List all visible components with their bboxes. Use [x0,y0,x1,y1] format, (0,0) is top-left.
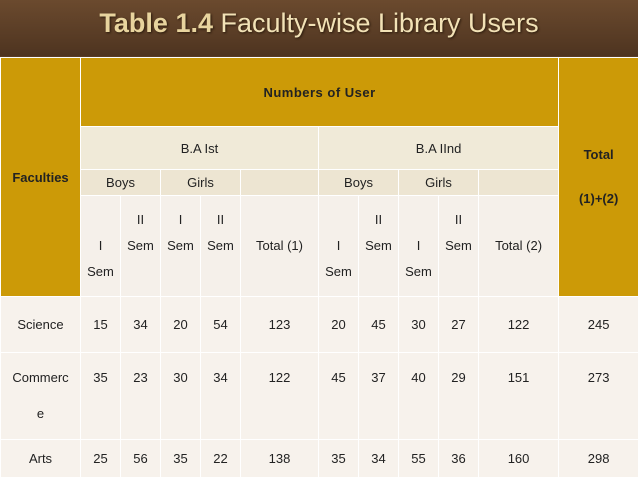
ba-second-year-header: B.A IInd [317,126,560,170]
value-cell: 45 [318,352,359,440]
slide-title: Table 1.4 Faculty-wise Library Users [0,8,638,39]
ba2-boys-sem2: II Sem [358,195,399,297]
value-cell: 30 [160,352,201,440]
total1-cell: 123 [240,296,319,353]
value-cell: 27 [438,296,479,353]
total1-header: Total (1) [240,195,319,297]
value-cell: 37 [358,352,399,440]
ba2-blank-header [477,169,560,196]
value-cell: 54 [200,296,241,353]
value-cell: 56 [120,439,161,478]
ba2-boys-sem1: I Sem [318,195,359,297]
value-cell: 35 [160,439,201,478]
total2-cell: 122 [477,296,560,353]
library-users-table: Faculties Numbers of User Total (1)+(2) … [0,57,638,478]
value-cell: 34 [120,296,161,353]
value-cell: 34 [358,439,399,478]
value-cell: 30 [398,296,439,353]
ba1-girls-header: Girls [160,169,241,196]
value-cell: 22 [200,439,241,478]
value-cell: 45 [358,296,399,353]
table-row: Arts 25 56 35 22 138 35 34 55 36 160 298 [0,439,638,478]
total1-cell: 138 [240,439,319,478]
ba-first-year-header: B.A Ist [80,126,319,170]
value-cell: 23 [120,352,161,440]
ba2-girls-sem2: II Sem [438,195,479,297]
ba1-boys-header: Boys [80,169,161,196]
ba1-blank-header [240,169,319,196]
table-row: Commerc e 35 23 30 34 122 45 37 40 29 15… [0,352,638,440]
faculties-header: Faculties [0,57,81,297]
table-row: Science 15 34 20 54 123 20 45 30 27 122 … [0,296,638,353]
ba1-boys-sem1: I Sem [80,195,121,297]
value-cell: 35 [318,439,359,478]
total2-cell: 160 [477,439,560,478]
ba2-boys-header: Boys [318,169,399,196]
value-cell: 20 [160,296,201,353]
ba2-girls-sem1: I Sem [398,195,439,297]
title-text: Faculty-wise Library Users [220,8,539,38]
value-cell: 36 [438,439,479,478]
total2-cell: 151 [477,352,560,440]
ba1-girls-sem1: I Sem [160,195,201,297]
value-cell: 35 [80,352,121,440]
value-cell: 20 [318,296,359,353]
grand-total-formula: (1)+(2) [578,191,619,206]
ba1-boys-sem2: II Sem [120,195,161,297]
grand-total-label: Total [583,147,614,162]
grand-total-cell: 273 [558,352,638,440]
faculty-cell: Science [0,296,81,353]
title-bar: Table 1.4 Faculty-wise Library Users [0,0,638,56]
value-cell: 25 [80,439,121,478]
grand-total-cell: 245 [558,296,638,353]
grand-total-cell: 298 [558,439,638,478]
value-cell: 40 [398,352,439,440]
value-cell: 55 [398,439,439,478]
grand-total-header: Total (1)+(2) [558,57,638,297]
total1-cell: 122 [240,352,319,440]
total2-header: Total (2) [477,195,560,297]
faculty-cell: Arts [0,439,81,478]
numbers-of-user-header: Numbers of User [79,57,560,127]
faculty-cell: Commerc e [0,352,81,440]
value-cell: 34 [200,352,241,440]
ba1-girls-sem2: II Sem [200,195,241,297]
value-cell: 29 [438,352,479,440]
title-number: Table 1.4 [99,8,213,38]
value-cell: 15 [80,296,121,353]
ba2-girls-header: Girls [398,169,479,196]
